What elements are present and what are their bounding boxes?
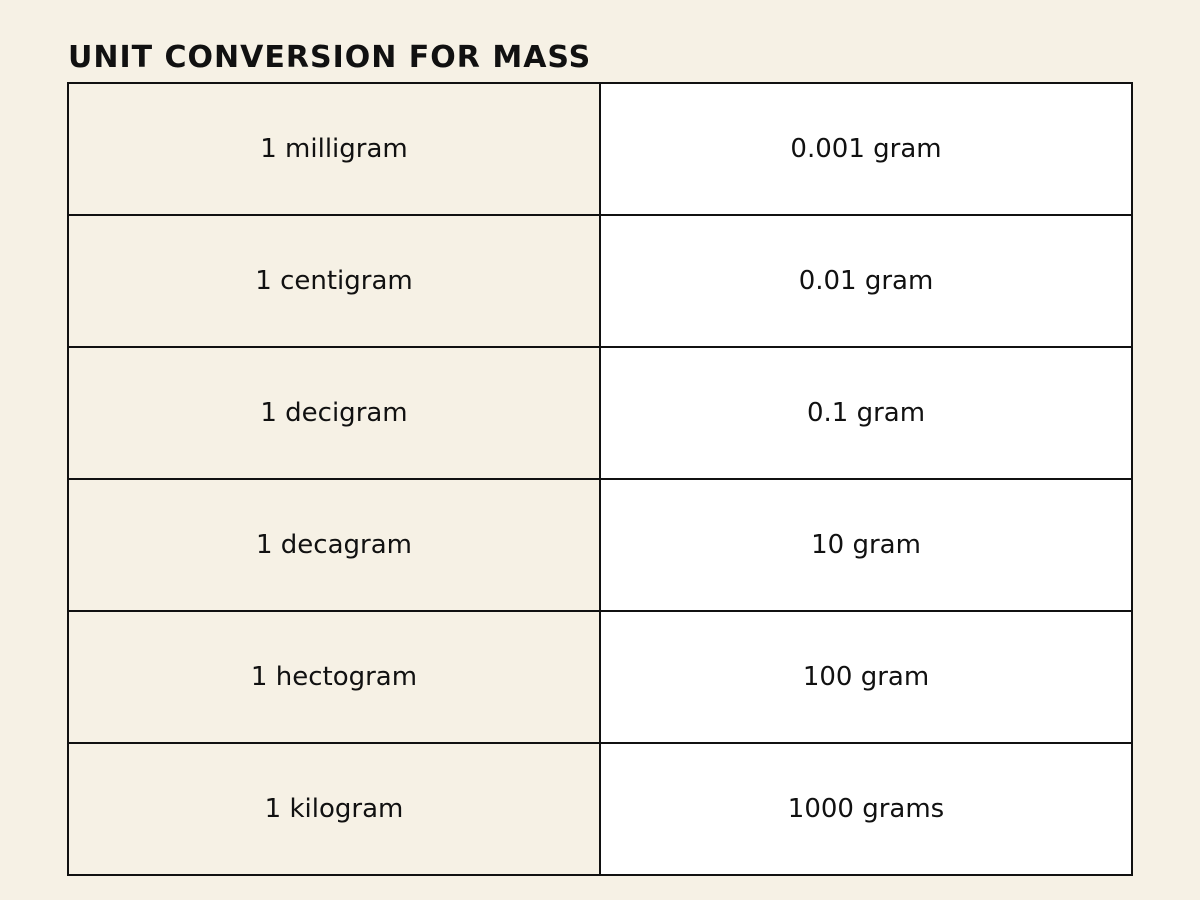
value-cell: 1000 grams bbox=[599, 742, 1133, 876]
value-cell: 0.01 gram bbox=[599, 214, 1133, 348]
table-row: 1 hectogram 100 gram bbox=[67, 610, 1133, 744]
unit-cell: 1 centigram bbox=[67, 214, 601, 348]
value-cell: 100 gram bbox=[599, 610, 1133, 744]
table-row: 1 milligram 0.001 gram bbox=[67, 82, 1133, 216]
unit-cell: 1 decigram bbox=[67, 346, 601, 480]
conversion-table: 1 milligram 0.001 gram 1 centigram 0.01 gra… bbox=[67, 82, 1133, 876]
table-row: 1 centigram 0.01 gram bbox=[67, 214, 1133, 348]
value-cell: 0.001 gram bbox=[599, 82, 1133, 216]
table-body: 1 milligram 0.001 gram 1 centigram 0.01 gra… bbox=[67, 82, 1133, 876]
unit-cell: 1 decagram bbox=[67, 478, 601, 612]
unit-cell: 1 hectogram bbox=[67, 610, 601, 744]
unit-cell: 1 kilogram bbox=[67, 742, 601, 876]
value-cell: 0.1 gram bbox=[599, 346, 1133, 480]
value-cell: 10 gram bbox=[599, 478, 1133, 612]
table-row: 1 decigram 0.1 gram bbox=[67, 346, 1133, 480]
table-row: 1 decagram 10 gram bbox=[67, 478, 1133, 612]
unit-cell: 1 milligram bbox=[67, 82, 601, 216]
title: UNIT CONVERSION FOR MASS bbox=[68, 40, 592, 75]
table-row: 1 kilogram 1000 grams bbox=[67, 742, 1133, 876]
